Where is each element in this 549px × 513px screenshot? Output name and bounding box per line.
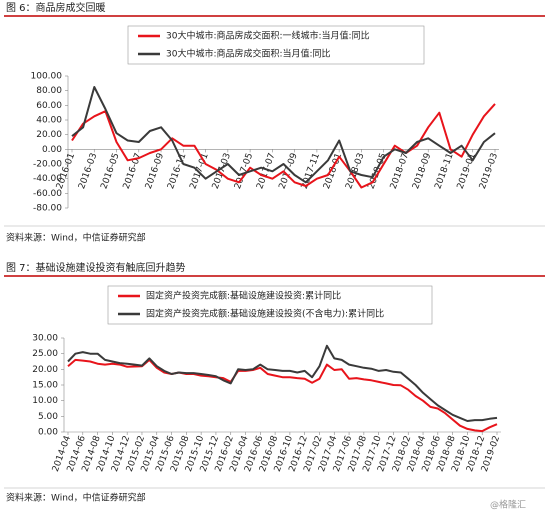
- x-tick-label: 2016-09: [144, 152, 166, 191]
- legend-label: 30大中城市:商品房成交面积:当月值:同比: [166, 48, 331, 60]
- y-tick-label: -40.00: [33, 174, 62, 184]
- data-line: [71, 103, 496, 189]
- x-tick-label: 2016-11: [166, 152, 188, 191]
- legend-box: [107, 285, 433, 325]
- data-line: [67, 344, 498, 422]
- figure-caption: 图 7：基础设施建设投资有触底回升趋势: [6, 261, 186, 274]
- x-tick-label: 2018-11: [433, 152, 455, 191]
- watermark: @格隆汇: [490, 499, 526, 511]
- legend-label: 固定资产投资完成额:基础设施建设投资:累计同比: [146, 290, 341, 302]
- y-tick-label: 20.00: [32, 365, 58, 375]
- y-tick-label: -80.00: [33, 204, 62, 214]
- x-tick-label: 2017-09: [278, 152, 300, 191]
- x-tick-label: 2018-09: [411, 152, 433, 191]
- x-tick-label: 2018-03: [344, 152, 366, 191]
- data-line: [67, 358, 498, 433]
- legend-box: [127, 25, 425, 65]
- legend-label: 固定资产投资完成额:基础设施建设投资(不含电力):累计同比: [146, 308, 384, 320]
- y-tick-label: 30.00: [32, 334, 58, 344]
- source-note: 资料来源：Wind，中信证券研究部: [6, 492, 146, 504]
- x-tick-label: 2017-01: [188, 152, 210, 191]
- y-tick-label: 100.00: [31, 72, 63, 82]
- y-tick-label: -20.00: [33, 160, 62, 170]
- y-tick-label: 5.00: [38, 412, 58, 422]
- x-tick-label: 2016-01: [55, 152, 77, 191]
- y-tick-label: 60.00: [36, 101, 62, 111]
- y-tick-label: 0.00: [42, 145, 62, 155]
- y-tick-label: 40.00: [36, 116, 62, 126]
- legend-label: 30大中城市:商品房成交面积:一线城市:当月值:同比: [166, 30, 370, 42]
- x-tick-label: 2018-05: [367, 152, 389, 191]
- source-note: 资料来源：Wind，中信证券研究部: [6, 232, 146, 244]
- x-tick-label: 2016-05: [99, 152, 121, 191]
- y-tick-label: 20.00: [36, 130, 62, 140]
- y-tick-label: 15.00: [32, 381, 58, 391]
- y-tick-label: 80.00: [36, 86, 62, 96]
- y-tick-label: 25.00: [32, 349, 58, 359]
- figure-caption: 图 6：商品房成交回暖: [6, 1, 106, 14]
- x-tick-label: 2018-07: [389, 152, 411, 191]
- data-line: [71, 86, 496, 184]
- x-tick-label: 2017-03: [211, 152, 233, 191]
- y-tick-label: -60.00: [33, 189, 62, 199]
- y-tick-label: 10.00: [32, 396, 58, 406]
- y-tick-label: 0.00: [38, 428, 58, 438]
- x-tick-label: 2019-03: [478, 152, 500, 191]
- x-tick-label: 2016-03: [77, 152, 99, 191]
